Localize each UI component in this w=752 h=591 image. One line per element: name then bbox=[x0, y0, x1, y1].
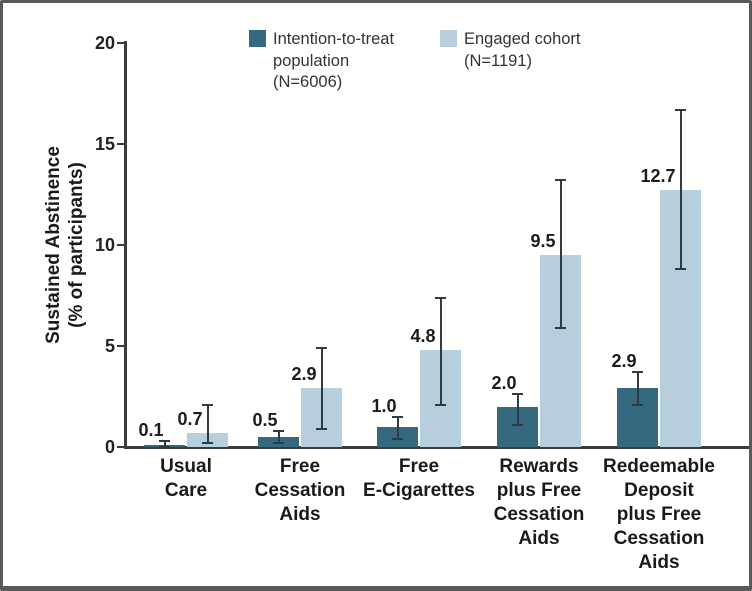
error-bar-cap-bottom bbox=[435, 403, 446, 406]
error-bar-cap-top bbox=[555, 179, 566, 182]
bar-value-label: 1.0 bbox=[371, 395, 397, 416]
y-axis-line bbox=[124, 41, 127, 449]
error-bar-cap-bottom bbox=[675, 268, 686, 271]
y-tick-mark bbox=[117, 244, 124, 246]
error-bar-cap-bottom bbox=[159, 446, 170, 448]
bar-value-label: 9.5 bbox=[530, 231, 556, 252]
x-category-label: Redeemable Deposit plus Free Cessation A… bbox=[603, 456, 715, 573]
error-bar-cap-top bbox=[273, 429, 284, 432]
error-bar-cap-bottom bbox=[316, 427, 327, 430]
y-tick-mark bbox=[117, 42, 124, 44]
x-axis-line bbox=[124, 446, 749, 449]
y-tick-label: 15 bbox=[94, 134, 115, 154]
bar-value-label: 12.7 bbox=[640, 166, 676, 187]
error-bar-line bbox=[516, 394, 519, 425]
bar-value-label: 0.5 bbox=[252, 409, 278, 430]
bar-value-label: 0.7 bbox=[177, 408, 203, 429]
error-bar-cap-bottom bbox=[273, 441, 284, 444]
error-bar-cap-bottom bbox=[512, 423, 523, 426]
y-tick-label: 10 bbox=[94, 235, 115, 255]
y-tick-label: 5 bbox=[104, 336, 115, 356]
error-bar-line bbox=[277, 430, 280, 443]
error-bar-cap-top bbox=[159, 439, 170, 442]
error-bar-line bbox=[396, 416, 399, 439]
error-bar-line bbox=[559, 180, 562, 328]
error-bar-cap-top bbox=[202, 403, 213, 406]
error-bar-cap-top bbox=[435, 296, 446, 299]
x-category-label: Free E-Cigarettes bbox=[363, 456, 475, 501]
bar-value-label: 2.9 bbox=[291, 364, 317, 385]
error-bar-line bbox=[636, 372, 639, 405]
error-bar-line bbox=[439, 297, 442, 405]
error-bar-cap-top bbox=[675, 108, 686, 111]
legend-swatch-icon bbox=[440, 30, 457, 47]
bar-value-label: 4.8 bbox=[410, 326, 436, 347]
error-bar-cap-bottom bbox=[555, 326, 566, 329]
bar-value-label: 2.9 bbox=[611, 351, 637, 372]
legend-swatch-icon bbox=[249, 30, 266, 47]
x-category-label: Free Cessation Aids bbox=[254, 456, 346, 525]
legend-item-intention-to-treat: Intention-to-treat population (N=6006) bbox=[249, 29, 434, 94]
legend-label: Intention-to-treat population (N=6006) bbox=[273, 30, 395, 91]
error-bar-cap-bottom bbox=[632, 403, 643, 406]
y-tick-label: 20 bbox=[94, 33, 115, 53]
x-category-label: Rewards plus Free Cessation Aids bbox=[493, 456, 585, 549]
y-tick-mark bbox=[117, 143, 124, 145]
legend-label: Engaged cohort (N=1191) bbox=[464, 30, 581, 70]
error-bar-line bbox=[163, 440, 166, 447]
y-tick-mark bbox=[117, 446, 124, 448]
error-bar-cap-bottom bbox=[392, 437, 403, 440]
error-bar-line bbox=[320, 348, 323, 429]
error-bar-cap-top bbox=[632, 371, 643, 374]
error-bar-line bbox=[206, 404, 209, 443]
bar-value-label: 2.0 bbox=[491, 373, 517, 394]
y-tick-mark bbox=[117, 345, 124, 347]
y-tick-label: 0 bbox=[104, 437, 115, 457]
error-bar-cap-top bbox=[512, 393, 523, 396]
error-bar-line bbox=[679, 109, 682, 270]
legend-item-engaged-cohort: Engaged cohort (N=1191) bbox=[440, 29, 625, 72]
error-bar-cap-top bbox=[316, 347, 327, 350]
y-axis-title-line1: Sustained Abstinence bbox=[43, 146, 64, 344]
error-bar-cap-top bbox=[392, 415, 403, 418]
x-category-label: Usual Care bbox=[160, 456, 212, 501]
bar-value-label: 0.1 bbox=[138, 419, 164, 440]
error-bar-cap-bottom bbox=[202, 441, 213, 444]
